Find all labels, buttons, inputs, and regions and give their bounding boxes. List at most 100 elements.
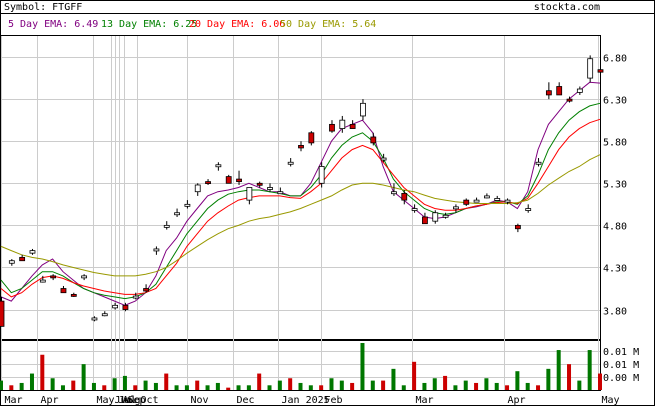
- volume-bar: [339, 380, 344, 390]
- volume-bar: [174, 385, 179, 390]
- candle-body: [587, 58, 594, 79]
- volume-bar: [164, 373, 169, 390]
- brand-logo: stockta.com: [534, 2, 600, 13]
- candle-body: [566, 98, 573, 102]
- volume-bar: [319, 385, 324, 390]
- volume-bar: [112, 378, 117, 390]
- volume-bar: [505, 385, 510, 390]
- candle-body: [8, 260, 15, 264]
- x-tick-label: Jul: [119, 395, 137, 406]
- volume-bar: [536, 385, 541, 390]
- ema-line: [0, 118, 601, 298]
- candle-body: [225, 176, 232, 184]
- candle-body: [112, 304, 119, 309]
- volume-bar: [381, 380, 386, 390]
- volume-bar: [360, 343, 365, 390]
- volume-bar: [422, 382, 427, 390]
- y-tick-label: 3.80: [603, 307, 627, 318]
- volume-bar: [494, 382, 499, 390]
- x-tick-label: Feb: [325, 395, 343, 406]
- candle-body: [81, 275, 88, 279]
- volume-bar: [215, 382, 220, 390]
- volume-bar: [236, 385, 241, 390]
- ema-lines: [0, 81, 601, 306]
- candle-body: [473, 199, 480, 203]
- candle-body: [432, 212, 439, 222]
- volume-bar: [474, 382, 479, 390]
- volume-bar: [122, 375, 127, 390]
- volume-bar: [298, 382, 303, 390]
- candle-body: [184, 203, 191, 207]
- candle-body: [576, 88, 583, 93]
- volume-bar: [50, 378, 55, 390]
- y-tick-label: 4.80: [603, 222, 627, 233]
- candle-body: [163, 224, 170, 228]
- candle-body: [380, 157, 387, 161]
- symbol-label: Symbol: FTGFF: [4, 2, 82, 13]
- volume-bar: [195, 380, 200, 390]
- volume-bar: [401, 385, 406, 390]
- volume-axis: 0.01 M 0.01 M 0.00 M: [603, 347, 639, 384]
- x-tick-label: Jan 2025: [282, 395, 330, 406]
- candle-body: [246, 187, 253, 201]
- volume-bar: [60, 385, 65, 390]
- x-tick-label: Mar: [5, 395, 23, 406]
- volume-bar: [29, 373, 34, 390]
- candle-body: [143, 288, 149, 292]
- candle-body: [205, 181, 211, 185]
- volume-bar: [205, 385, 210, 390]
- volume-bar: [412, 361, 417, 390]
- candle-body: [50, 275, 57, 279]
- volume-bar: [277, 380, 282, 390]
- x-tick-label: Sep: [128, 395, 146, 406]
- x-tick-label: Nov: [191, 395, 209, 406]
- volume-tick-label: 0.01 M: [603, 360, 639, 371]
- volume-bar: [515, 371, 520, 390]
- candle-body: [411, 208, 418, 211]
- x-tick-label: May: [97, 395, 115, 406]
- volume-bar: [484, 378, 489, 390]
- candle-body: [329, 123, 335, 132]
- volume-bar: [226, 387, 231, 390]
- candle-body: [308, 132, 315, 144]
- candle-body: [287, 161, 294, 165]
- volume-bar: [71, 380, 76, 390]
- y-tick-label: 6.30: [603, 96, 627, 107]
- volume-tick-label: 0.00 M: [603, 373, 639, 384]
- y-tick-label: 6.80: [603, 54, 627, 65]
- legend-ema5: 5 Day EMA: 6.49: [8, 19, 98, 30]
- candle-body: [535, 161, 542, 165]
- x-tick-label: Aug: [123, 395, 141, 406]
- candle-body: [215, 164, 222, 168]
- volume-bar: [133, 385, 138, 390]
- candle-body: [442, 214, 449, 218]
- candle-body: [153, 248, 160, 252]
- candle-body: [174, 212, 180, 216]
- candle-body: [504, 199, 511, 203]
- candle-body: [545, 90, 552, 96]
- volume-bar: [0, 380, 3, 390]
- candle-body: [267, 187, 273, 190]
- candle-body: [0, 300, 5, 327]
- x-tick-label: Jun: [115, 395, 133, 406]
- ema-line: [0, 102, 601, 300]
- y-tick-label: 4.30: [603, 264, 627, 275]
- candle-body: [360, 102, 366, 117]
- candle-body: [70, 293, 77, 297]
- volume-bar: [443, 375, 448, 390]
- volume-bar: [91, 382, 96, 390]
- volume-bar: [546, 368, 551, 390]
- volume-bar: [587, 350, 592, 390]
- candle-body: [91, 317, 98, 321]
- volume-bar: [9, 385, 14, 390]
- y-tick-label: 5.80: [603, 138, 627, 149]
- volume-bars: [0, 343, 602, 390]
- candle-body: [422, 216, 428, 225]
- volume-bar: [391, 368, 396, 390]
- volume-bar: [567, 364, 572, 390]
- candle-body: [370, 136, 377, 144]
- candle-body: [525, 208, 532, 211]
- volume-bar: [329, 378, 334, 390]
